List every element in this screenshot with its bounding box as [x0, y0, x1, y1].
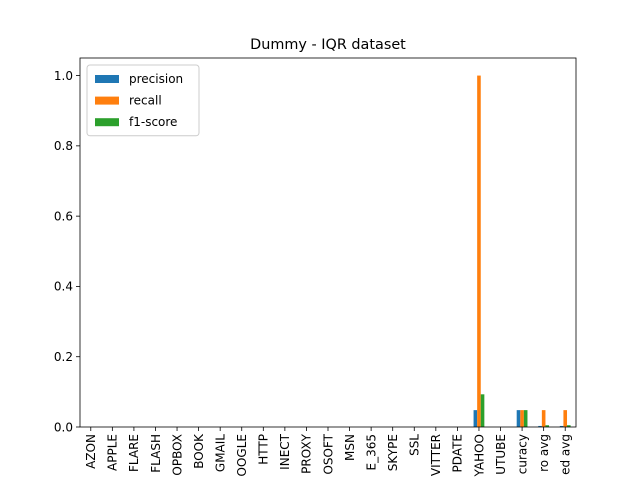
x-tick-label: ed avg [559, 434, 573, 475]
x-tick-label: GMAIL [213, 434, 227, 472]
bar-precision-20 [516, 410, 521, 427]
bar-f1-score-21 [545, 425, 550, 427]
legend-label-f1-score: f1-score [129, 115, 177, 129]
bar-f1-score-18 [480, 394, 485, 427]
x-tick-label: OPBOX [170, 434, 184, 476]
x-tick-label: OSOFT [321, 433, 335, 474]
x-tick-label: YAHOO [472, 434, 486, 478]
x-axis: AZON APPLE FLARE FLASH OPBOX BOOK GMAIL OOGLE HT… [84, 427, 573, 478]
bar-f1-score-22 [567, 425, 571, 427]
x-tick-label: OOGLE [235, 434, 249, 476]
x-tick-label: UTUBE [494, 434, 508, 475]
y-tick-label: 0.8 [54, 139, 73, 153]
x-tick-label: SKYPE [386, 434, 400, 471]
x-tick-label: PDATE [451, 434, 465, 472]
y-tick-label: 1.0 [54, 69, 73, 83]
bar-recall-20 [520, 410, 524, 427]
bar-recall-21 [541, 410, 546, 427]
y-tick-label: 0.0 [54, 420, 73, 434]
y-tick-label: 0.6 [54, 209, 73, 223]
legend-label-precision: precision [129, 72, 183, 86]
chart-title: Dummy - IQR dataset [250, 37, 406, 53]
legend-swatch-precision [95, 75, 119, 83]
plot-area-frame [79, 57, 577, 428]
bar-recall-22 [563, 410, 568, 427]
legend-swatch-f1-score [95, 118, 119, 127]
x-tick-label: FLASH [149, 434, 163, 473]
y-axis: 0.0 0.2 0.4 0.6 0.8 1.0 [54, 69, 80, 434]
x-tick-label: FLARE [127, 434, 141, 472]
x-tick-label: HTTP [257, 434, 271, 465]
x-tick-label: VITTER [429, 434, 443, 476]
legend-swatch-recall [95, 96, 119, 105]
x-tick-label: INECT [278, 433, 292, 469]
y-tick-label: 0.2 [54, 350, 73, 364]
x-tick-label: MSN [343, 434, 357, 461]
x-tick-label: ro avg [537, 434, 551, 472]
legend: precision recall f1-score [86, 64, 200, 137]
x-tick-label: AZON [84, 434, 98, 469]
x-tick-label: E_365 [364, 434, 378, 471]
x-tick-label: BOOK [192, 433, 206, 469]
x-tick-label: PROXY [300, 433, 314, 473]
x-tick-label: APPLE [106, 434, 120, 471]
x-tick-label: SSL [408, 434, 422, 456]
y-tick-label: 0.4 [54, 280, 73, 294]
bar-precision-18 [473, 410, 478, 427]
bar-f1-score-20 [523, 410, 528, 427]
bar-precision-21 [538, 425, 542, 427]
bar-recall-18 [477, 75, 481, 428]
bar-precision-22 [559, 425, 564, 427]
bars-layer [473, 75, 571, 428]
x-tick-label: curacy [515, 434, 529, 474]
legend-label-recall: recall [129, 94, 162, 108]
